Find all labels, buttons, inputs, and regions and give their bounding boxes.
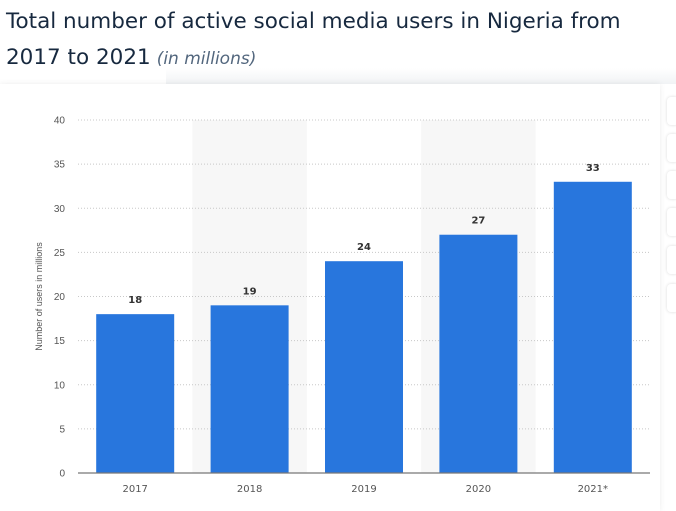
side-tool-button[interactable] <box>667 284 676 312</box>
chart-title: Total number of active social media user… <box>6 4 621 77</box>
header-shadow <box>166 68 676 84</box>
x-tick-label: 2018 <box>237 484 262 495</box>
data-label: 27 <box>471 216 485 227</box>
y-tick-label: 25 <box>54 248 66 259</box>
side-tool-button[interactable] <box>667 171 676 199</box>
side-tool-button[interactable] <box>667 208 676 236</box>
y-tick-label: 20 <box>54 292 66 303</box>
y-tick-label: 10 <box>54 380 66 391</box>
data-label: 18 <box>128 295 142 306</box>
title-unit: (in millions) <box>156 49 257 69</box>
y-tick-label: 30 <box>54 204 66 215</box>
side-tool-button[interactable] <box>667 134 676 162</box>
y-tick-label: 5 <box>59 424 65 435</box>
bar <box>439 234 518 473</box>
y-tick-label: 15 <box>54 336 66 347</box>
x-tick-label: 2017 <box>122 484 147 495</box>
data-label: 24 <box>357 242 371 253</box>
title-line-1: Total number of active social media user… <box>6 9 621 34</box>
side-tool-button[interactable] <box>667 246 676 274</box>
y-tick-label: 40 <box>54 116 66 127</box>
title-years: 2017 to 2021 <box>6 45 151 70</box>
data-label: 33 <box>586 163 600 174</box>
y-tick-label: 0 <box>59 469 65 480</box>
side-tool-button[interactable] <box>667 97 676 125</box>
bar <box>96 314 175 473</box>
x-tick-label: 2020 <box>466 484 491 495</box>
x-tick-label: 2021* <box>578 484 608 495</box>
y-tick-label: 35 <box>54 160 66 171</box>
bar <box>553 181 632 473</box>
y-axis-label: Number of users in millions <box>34 242 44 351</box>
bar <box>210 305 289 473</box>
data-label: 19 <box>243 286 257 297</box>
bar <box>325 261 403 473</box>
title-line-2: 2017 to 2021 (in millions) <box>6 40 621 77</box>
x-tick-label: 2019 <box>351 484 376 495</box>
